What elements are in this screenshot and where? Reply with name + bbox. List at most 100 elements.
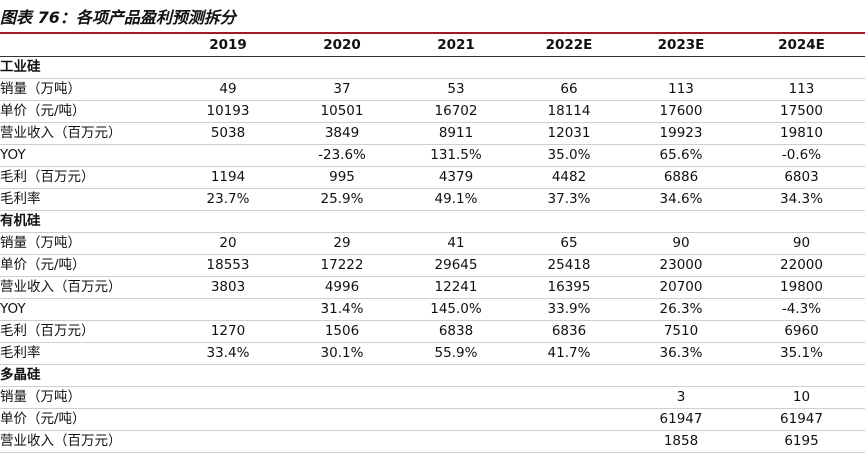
table-row: 毛利率 33.4% 30.1% 55.9% 41.7% 36.3% 35.1% xyxy=(0,342,865,365)
value-cell xyxy=(514,386,624,409)
table-row: 单价（元/吨） 61947 61947 xyxy=(0,408,865,431)
value-cell: 18553 xyxy=(170,254,286,277)
value-cell xyxy=(170,210,286,233)
section-label: 有机硅 xyxy=(0,210,170,233)
value-cell xyxy=(170,364,286,387)
value-cell: 20 xyxy=(170,232,286,255)
value-cell: 10 xyxy=(738,386,865,409)
value-cell: 6886 xyxy=(624,166,738,189)
value-cell: 6960 xyxy=(738,320,865,343)
table-row: 毛利（百万元） 1270 1506 6838 6836 7510 6960 xyxy=(0,320,865,343)
row-label: 单价（元/吨） xyxy=(0,100,170,123)
value-cell xyxy=(286,56,398,79)
value-cell: 6836 xyxy=(514,320,624,343)
value-cell: 35.1% xyxy=(738,342,865,365)
value-cell: 36.3% xyxy=(624,342,738,365)
value-cell: 25.9% xyxy=(286,188,398,211)
value-cell xyxy=(398,408,514,431)
value-cell: 16702 xyxy=(398,100,514,123)
value-cell xyxy=(286,364,398,387)
value-cell xyxy=(514,210,624,233)
value-cell xyxy=(398,56,514,79)
value-cell: 3803 xyxy=(170,276,286,299)
value-cell: 1194 xyxy=(170,166,286,189)
value-cell xyxy=(624,210,738,233)
row-label: 营业收入（百万元） xyxy=(0,276,170,299)
section-header-row: 有机硅 xyxy=(0,210,865,233)
value-cell: 995 xyxy=(286,166,398,189)
header-year-2023e: 2023E xyxy=(624,34,738,57)
table-row: 销量（万吨） 3 10 xyxy=(0,386,865,409)
value-cell xyxy=(398,386,514,409)
table-row: 营业收入（百万元） 1858 6195 xyxy=(0,430,865,453)
value-cell: 12031 xyxy=(514,122,624,145)
header-year-2021: 2021 xyxy=(398,34,514,57)
value-cell: 41.7% xyxy=(514,342,624,365)
value-cell: 53 xyxy=(398,78,514,101)
section-header-row: 多晶硅 xyxy=(0,364,865,387)
value-cell xyxy=(170,430,286,453)
value-cell xyxy=(398,364,514,387)
table-body: 工业硅 销量（万吨） 49 37 53 66 113 113 单价（元/吨） 10193 10501… xyxy=(0,56,865,453)
value-cell xyxy=(738,210,865,233)
value-cell xyxy=(286,408,398,431)
value-cell: 49 xyxy=(170,78,286,101)
value-cell: 34.3% xyxy=(738,188,865,211)
value-cell: -0.6% xyxy=(738,144,865,167)
row-label: 销量（万吨） xyxy=(0,232,170,255)
value-cell xyxy=(514,408,624,431)
header-year-2022e: 2022E xyxy=(514,34,624,57)
value-cell: 8911 xyxy=(398,122,514,145)
value-cell: 3 xyxy=(624,386,738,409)
value-cell: 10501 xyxy=(286,100,398,123)
header-year-2019: 2019 xyxy=(170,34,286,57)
value-cell xyxy=(170,408,286,431)
value-cell: 23000 xyxy=(624,254,738,277)
table-row: 单价（元/吨） 10193 10501 16702 18114 17600 17500 xyxy=(0,100,865,123)
value-cell: 26.3% xyxy=(624,298,738,321)
table-row: 营业收入（百万元） 3803 4996 12241 16395 20700 19800 xyxy=(0,276,865,299)
value-cell: 23.7% xyxy=(170,188,286,211)
value-cell: 55.9% xyxy=(398,342,514,365)
value-cell: 4379 xyxy=(398,166,514,189)
value-cell xyxy=(286,430,398,453)
row-label: 销量（万吨） xyxy=(0,386,170,409)
value-cell xyxy=(624,56,738,79)
value-cell xyxy=(738,364,865,387)
value-cell xyxy=(514,430,624,453)
value-cell: 20700 xyxy=(624,276,738,299)
value-cell xyxy=(624,364,738,387)
value-cell: 25418 xyxy=(514,254,624,277)
value-cell: 17222 xyxy=(286,254,398,277)
value-cell xyxy=(514,56,624,79)
value-cell: 33.9% xyxy=(514,298,624,321)
value-cell: 1506 xyxy=(286,320,398,343)
row-label: 毛利（百万元） xyxy=(0,320,170,343)
header-row: 2019 2020 2021 2022E 2023E 2024E xyxy=(0,34,865,57)
value-cell: 131.5% xyxy=(398,144,514,167)
row-label: 毛利（百万元） xyxy=(0,166,170,189)
value-cell: 90 xyxy=(738,232,865,255)
value-cell: 145.0% xyxy=(398,298,514,321)
row-label: 单价（元/吨） xyxy=(0,408,170,431)
value-cell: 90 xyxy=(624,232,738,255)
value-cell: 12241 xyxy=(398,276,514,299)
row-label: 营业收入（百万元） xyxy=(0,430,170,453)
value-cell xyxy=(170,144,286,167)
table-row: 销量（万吨） 49 37 53 66 113 113 xyxy=(0,78,865,101)
header-year-2020: 2020 xyxy=(286,34,398,57)
value-cell: 19923 xyxy=(624,122,738,145)
value-cell xyxy=(398,430,514,453)
value-cell: 65 xyxy=(514,232,624,255)
value-cell: 10193 xyxy=(170,100,286,123)
value-cell: 37.3% xyxy=(514,188,624,211)
value-cell: 1270 xyxy=(170,320,286,343)
value-cell xyxy=(170,56,286,79)
table-row: 单价（元/吨） 18553 17222 29645 25418 23000 22000 xyxy=(0,254,865,277)
section-header-row: 工业硅 xyxy=(0,56,865,79)
value-cell: 7510 xyxy=(624,320,738,343)
value-cell: 29 xyxy=(286,232,398,255)
title-divider xyxy=(0,32,865,34)
value-cell: 18114 xyxy=(514,100,624,123)
value-cell: 35.0% xyxy=(514,144,624,167)
